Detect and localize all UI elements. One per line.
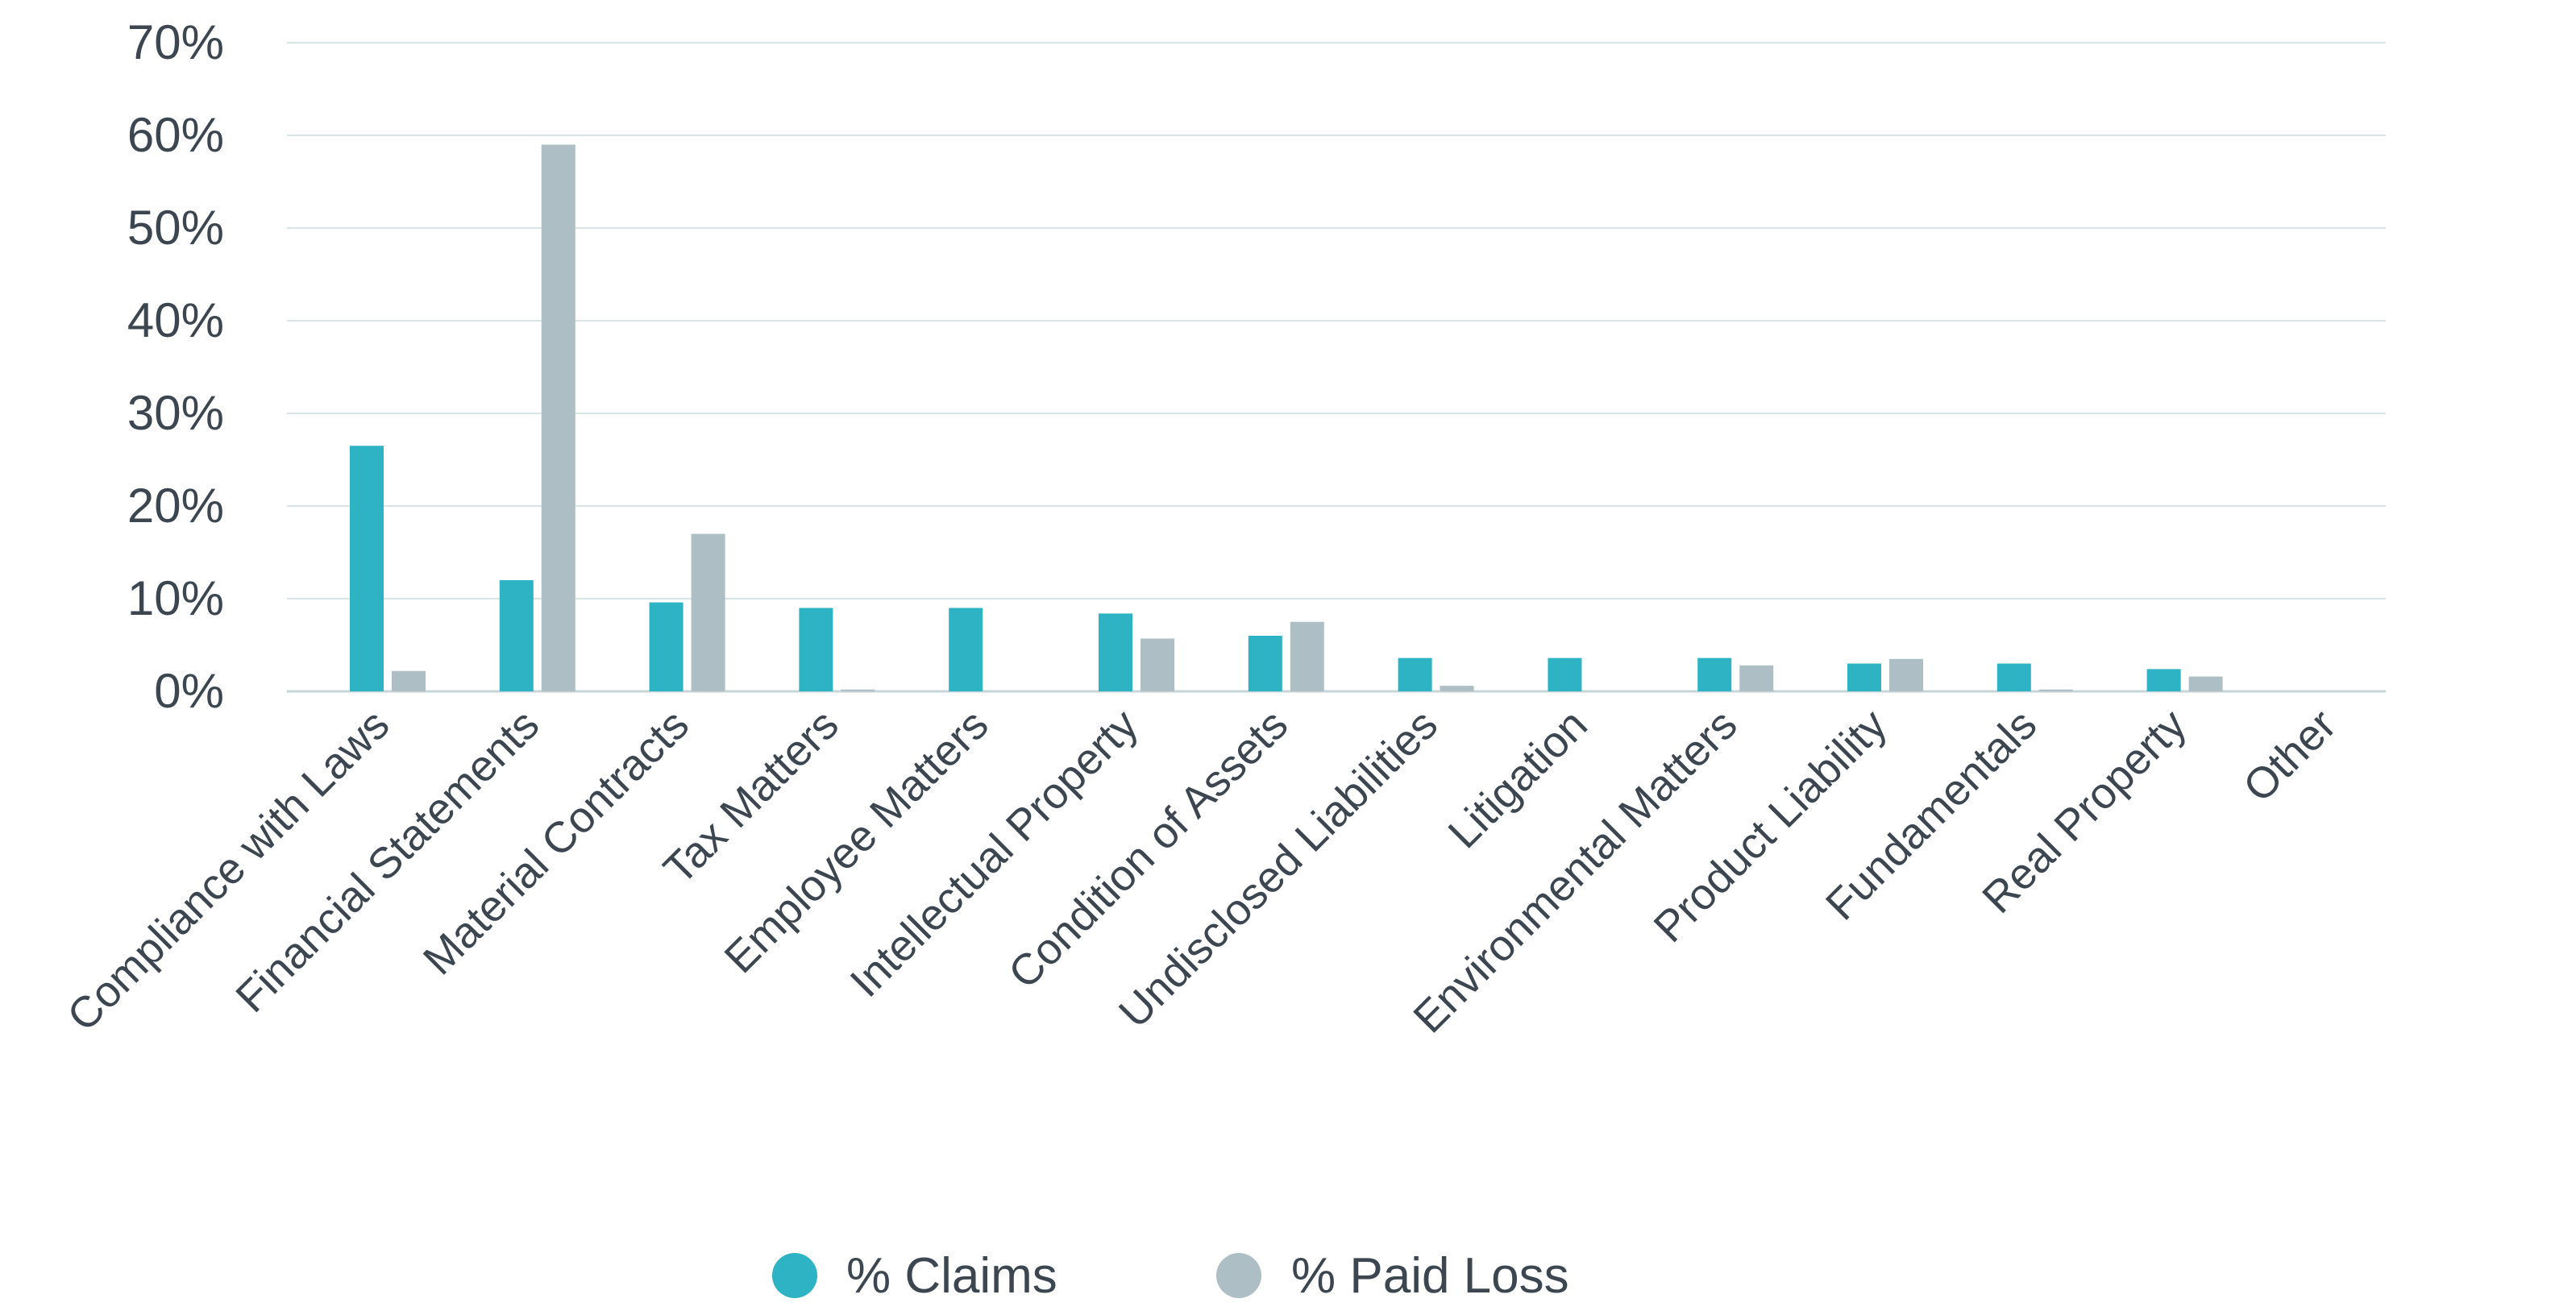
bar-claims bbox=[1847, 663, 1881, 691]
legend-label: % Paid Loss bbox=[1291, 1248, 1569, 1304]
y-tick-label: 70% bbox=[127, 15, 224, 69]
bar-paid-loss bbox=[1290, 621, 1324, 691]
bar-paid-loss bbox=[392, 670, 426, 691]
bars bbox=[350, 144, 2223, 691]
legend-marker bbox=[1216, 1253, 1261, 1298]
y-tick-label: 10% bbox=[127, 571, 224, 625]
bar-paid-loss bbox=[541, 144, 575, 691]
y-tick-label: 0% bbox=[154, 664, 224, 718]
x-tick-label: Financial Statements bbox=[226, 700, 548, 1022]
x-tick-label: Intellectual Property bbox=[841, 700, 1148, 1006]
y-tick-label: 40% bbox=[127, 293, 224, 347]
y-axis-tick-labels: 0% 10% 20% 30% 40% 50% 60% 70% bbox=[127, 15, 224, 718]
y-tick-label: 60% bbox=[127, 108, 224, 162]
bar-claims bbox=[799, 608, 833, 691]
bar-paid-loss bbox=[1440, 686, 1474, 691]
legend-marker bbox=[772, 1253, 817, 1298]
bar-claims bbox=[1548, 658, 1582, 691]
bar-paid-loss bbox=[1889, 658, 1923, 691]
bar-claims bbox=[1996, 663, 2031, 691]
bar-claims bbox=[949, 608, 983, 691]
bar-claims bbox=[1697, 658, 1732, 691]
legend: % Claims % Paid Loss bbox=[772, 1248, 1569, 1304]
y-tick-label: 50% bbox=[127, 201, 224, 255]
y-tick-label: 30% bbox=[127, 386, 224, 440]
x-tick-label: Condition of Assets bbox=[999, 700, 1297, 998]
x-tick-label: Litigation bbox=[1440, 700, 1597, 857]
x-tick-label: Other bbox=[2234, 700, 2345, 811]
bar-claims bbox=[2146, 669, 2181, 691]
y-tick-label: 20% bbox=[127, 479, 224, 533]
bar-claims bbox=[350, 446, 384, 691]
bar-paid-loss bbox=[2188, 676, 2223, 691]
x-tick-label: Employee Matters bbox=[716, 700, 998, 982]
bar-claims bbox=[1099, 613, 1132, 691]
gridlines bbox=[287, 42, 2386, 693]
bar-claims bbox=[649, 602, 683, 691]
bar-claims bbox=[1248, 636, 1282, 691]
bar-paid-loss bbox=[841, 689, 875, 691]
x-tick-label: Material Contracts bbox=[414, 700, 698, 984]
bar-claims bbox=[1398, 658, 1432, 691]
bar-paid-loss bbox=[1739, 665, 1774, 691]
bar-paid-loss bbox=[2038, 689, 2073, 691]
legend-label: % Claims bbox=[846, 1248, 1057, 1304]
bar-claims bbox=[499, 580, 534, 691]
bar-paid-loss bbox=[691, 533, 725, 691]
bar-paid-loss bbox=[1141, 638, 1174, 691]
